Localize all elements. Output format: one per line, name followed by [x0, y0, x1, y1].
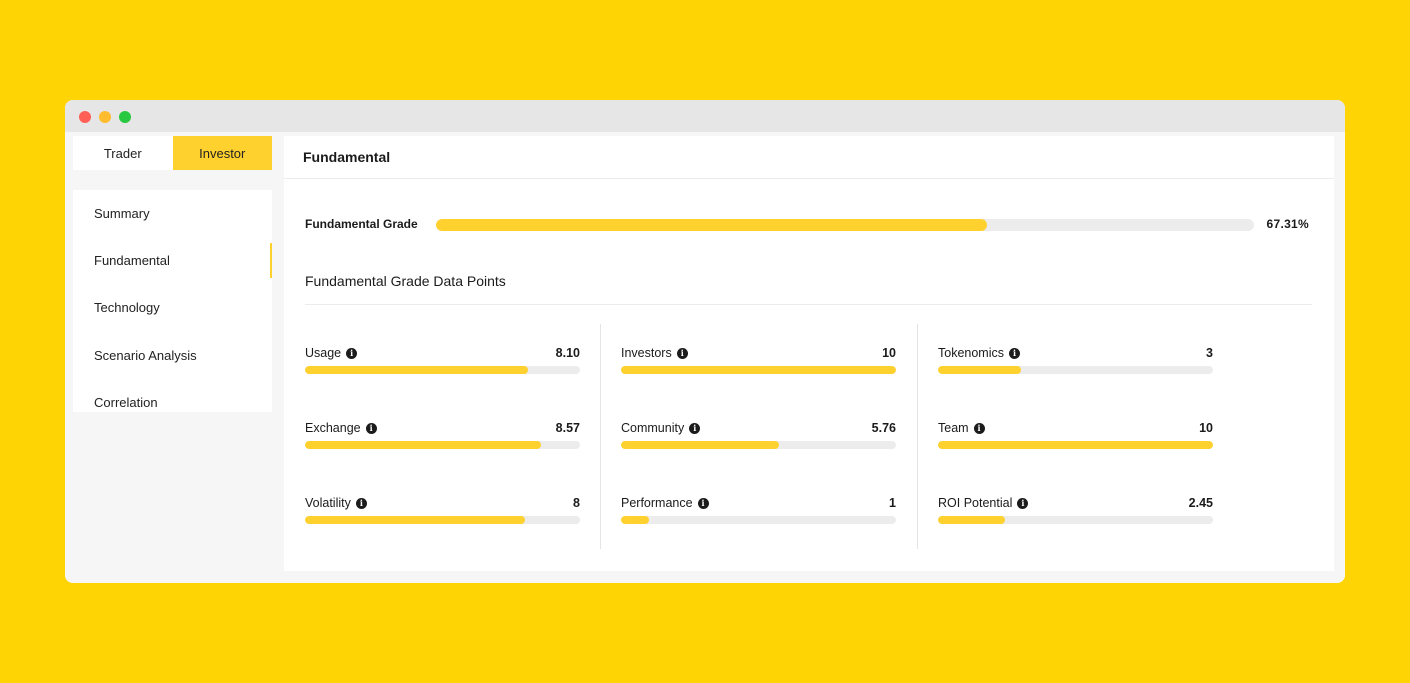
metric-value: 2.45 [1188, 496, 1213, 510]
metric-exchange: Exchange i 8.57 [305, 421, 580, 453]
info-icon[interactable]: i [365, 422, 377, 434]
metric-label: Community [621, 421, 685, 435]
info-icon[interactable]: i [1017, 497, 1029, 509]
grade-value: 67.31% [1266, 217, 1309, 231]
maximize-window-button[interactable] [119, 111, 131, 123]
metric-team: Team i 10 [938, 421, 1213, 453]
metric-progress-track [305, 441, 580, 449]
metric-progress-fill [938, 441, 1213, 449]
metric-progress-track [938, 441, 1213, 449]
metric-value: 10 [1199, 421, 1213, 435]
section-divider [305, 304, 1312, 305]
info-icon[interactable]: i [1009, 347, 1020, 359]
metric-progress-fill [938, 366, 1021, 374]
app-window: Trader Investor Summary Fundamental Tech… [65, 100, 1345, 583]
mode-tabs: Trader Investor [73, 136, 272, 170]
fundamental-panel: Fundamental Fundamental Grade 67.31% Fun… [284, 136, 1334, 571]
metric-label: Volatility [305, 496, 351, 510]
sidebar-item-scenario-analysis[interactable]: Scenario Analysis [94, 347, 197, 363]
tab-investor[interactable]: Investor [172, 136, 272, 170]
metric-label: ROI Potential [938, 496, 1013, 510]
metric-value: 5.76 [871, 421, 896, 435]
column-divider [600, 324, 601, 549]
metric-progress-track [938, 366, 1213, 374]
info-icon[interactable]: i [689, 422, 701, 434]
metric-progress-fill [621, 516, 649, 524]
metric-value: 8 [573, 496, 580, 510]
grade-label: Fundamental Grade [305, 217, 418, 231]
metric-value: 1 [889, 496, 896, 510]
sidebar-item-technology[interactable]: Technology [94, 300, 160, 316]
tab-trader[interactable]: Trader [73, 136, 173, 170]
metric-progress-track [621, 441, 896, 449]
metric-label: Tokenomics [938, 346, 1004, 360]
metric-progress-track [621, 366, 896, 374]
metric-tokenomics: Tokenomics i 3 [938, 346, 1213, 378]
info-icon[interactable]: i [355, 497, 367, 509]
metric-label: Exchange [305, 421, 361, 435]
grade-progress-track [436, 219, 1254, 231]
sidebar-item-fundamental[interactable]: Fundamental [73, 237, 272, 284]
column-divider [917, 324, 918, 549]
metric-value: 3 [1206, 346, 1213, 360]
metric-progress-track [305, 516, 580, 524]
metric-value: 10 [882, 346, 896, 360]
metric-roi-potential: ROI Potential i 2.45 [938, 496, 1213, 528]
metric-investors: Investors i 10 [621, 346, 896, 378]
metric-community: Community i 5.76 [621, 421, 896, 453]
metric-progress-fill [305, 441, 541, 449]
info-icon[interactable]: i [676, 347, 688, 359]
grade-progress-fill [436, 219, 987, 231]
metric-volatility: Volatility i 8 [305, 496, 580, 528]
metric-progress-fill [621, 441, 780, 449]
metric-usage: Usage i 8.10 [305, 346, 580, 378]
metric-progress-track [938, 516, 1213, 524]
title-bar [65, 100, 1345, 132]
metric-progress-track [621, 516, 896, 524]
metric-label: Performance [621, 496, 693, 510]
fundamental-grade-row: Fundamental Grade 67.31% [305, 214, 1309, 234]
sidebar-item-summary[interactable]: Summary [94, 206, 150, 222]
metric-progress-fill [938, 516, 1006, 524]
metric-label: Usage [305, 346, 342, 360]
sidebar-item-correlation[interactable]: Correlation [94, 394, 158, 410]
info-icon[interactable]: i [697, 497, 709, 509]
metric-value: 8.10 [555, 346, 580, 360]
close-window-button[interactable] [79, 111, 91, 123]
info-icon[interactable]: i [346, 347, 358, 359]
metric-value: 8.57 [555, 421, 580, 435]
window-content: Trader Investor Summary Fundamental Tech… [65, 132, 1345, 583]
metric-progress-fill [305, 366, 528, 374]
metric-progress-track [305, 366, 580, 374]
metric-label: Investors [621, 346, 672, 360]
metric-progress-fill [621, 366, 896, 374]
info-icon[interactable]: i [973, 422, 985, 434]
datapoints-title: Fundamental Grade Data Points [305, 273, 506, 289]
panel-title: Fundamental [284, 136, 1334, 179]
sidebar: Summary Fundamental Technology Scenario … [73, 190, 272, 412]
metric-progress-fill [305, 516, 525, 524]
metric-label: Team [938, 421, 969, 435]
minimize-window-button[interactable] [99, 111, 111, 123]
metric-performance: Performance i 1 [621, 496, 896, 528]
